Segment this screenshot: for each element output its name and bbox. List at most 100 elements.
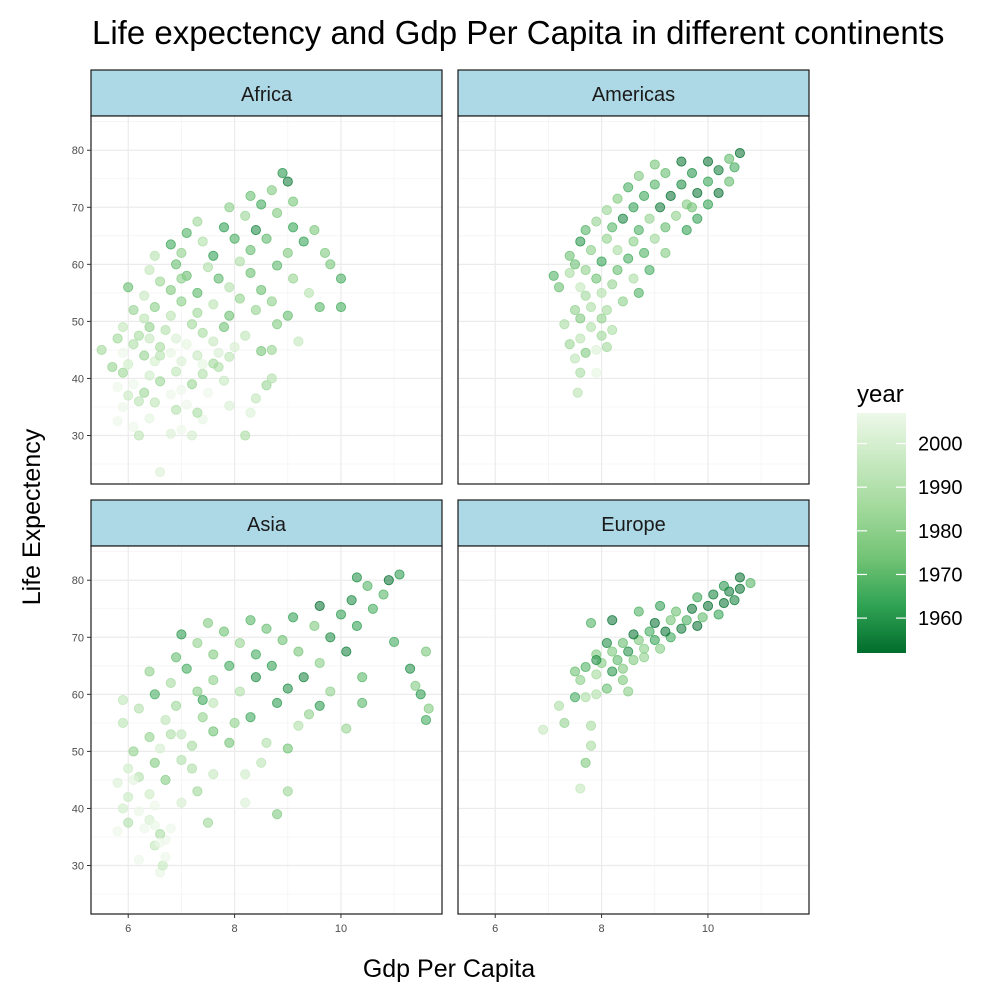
scatter-point [117, 803, 128, 814]
scatter-point [423, 703, 434, 714]
scatter-point [282, 310, 293, 321]
scatter-point [569, 259, 581, 270]
scatter-point [234, 637, 245, 649]
scatter-point [123, 390, 134, 401]
scatter-point [133, 806, 144, 817]
scatter-point [240, 210, 251, 221]
scatter-point [575, 282, 586, 293]
scatter-point [623, 182, 634, 193]
scatter-point [240, 797, 251, 808]
scatter-point [335, 273, 347, 284]
scatter-point [729, 595, 740, 606]
scatter-point [250, 649, 261, 660]
scatter-point [309, 620, 320, 631]
scatter-point [165, 347, 176, 358]
scatter-point [591, 344, 602, 355]
scatter-point [224, 400, 235, 411]
facet-strip [90, 499, 443, 547]
facet-strip-label: Africa [241, 84, 293, 106]
scatter-point [165, 389, 176, 400]
scatter-point [213, 347, 224, 358]
scatter-point [319, 247, 331, 258]
scatter-point [112, 416, 123, 427]
scatter-point [261, 380, 272, 391]
scatter-point [107, 361, 118, 373]
scatter-point [144, 322, 155, 333]
scatter-point [665, 190, 676, 201]
scatter-point [623, 686, 634, 697]
scatter-point [633, 606, 644, 617]
scatter-point [314, 657, 325, 669]
scatter-point [585, 617, 597, 629]
scatter-point [734, 572, 745, 583]
scatter-point [181, 663, 192, 674]
scatter-point [149, 800, 160, 811]
scatter-point [628, 273, 639, 284]
scatter-point [123, 359, 134, 370]
scatter-point [559, 717, 570, 728]
scatter-point [314, 600, 325, 611]
scatter-point [569, 692, 581, 703]
scatter-point [564, 267, 575, 278]
x-tick-label: 8 [232, 923, 238, 935]
scatter-point [261, 233, 272, 244]
scatter-point [245, 267, 256, 278]
y-tick-label: 60 [72, 259, 84, 271]
scatter-point [256, 757, 267, 768]
scatter-point [601, 304, 612, 316]
scatter-point [585, 720, 597, 731]
scatter-point [309, 225, 320, 236]
scatter-point [176, 797, 187, 808]
scatter-point [139, 290, 150, 301]
scatter-point [633, 225, 644, 236]
panel-border [457, 545, 810, 915]
scatter-point [176, 754, 187, 766]
facet-strip [457, 499, 810, 547]
year-legend: year 1960 1970 1980 1990 2000 [857, 381, 963, 653]
scatter-point [601, 342, 612, 353]
panel-background [458, 116, 809, 484]
scatter-point [224, 351, 235, 362]
scatter-point [644, 626, 655, 637]
scatter-point [272, 697, 283, 708]
facet-panel-africa: Africa 30 40 50 60 70 80 [72, 69, 443, 485]
scatter-point [580, 347, 591, 358]
scatter-point [149, 250, 160, 261]
scatter-point [176, 384, 187, 395]
scatter-point [596, 330, 607, 341]
scatter-point [559, 319, 570, 330]
scatter-point [692, 213, 703, 224]
scatter-point [149, 820, 160, 831]
scatter-point [117, 367, 128, 378]
scatter-point [123, 763, 134, 774]
scatter-point [410, 680, 421, 691]
scatter-point [298, 236, 309, 247]
scatter-point [186, 379, 198, 390]
y-tick-label: 70 [72, 632, 84, 644]
scatter-point [197, 359, 208, 370]
scatter-point [660, 222, 671, 233]
scatter-point [655, 202, 666, 213]
scatter-point [197, 368, 208, 379]
scatter-point [208, 336, 219, 347]
scatter-point [192, 287, 203, 298]
scatter-point [234, 256, 245, 267]
scatter-point [713, 187, 724, 199]
scatter-point [133, 396, 144, 407]
scatter-point [128, 339, 139, 350]
legend-colorbar [857, 413, 906, 653]
facet-strip-label: Europe [601, 514, 666, 536]
y-tick-label: 50 [72, 316, 84, 328]
scatter-point [734, 148, 745, 159]
scatter-point [572, 387, 583, 398]
scatter-point [144, 789, 155, 800]
x-axis-title: Gdp Per Capita [363, 955, 535, 983]
scatter-point [133, 703, 144, 714]
scatter-point [96, 344, 107, 355]
scatter-point [649, 635, 660, 646]
scatter-point [692, 187, 703, 199]
facet-strip-label: Asia [247, 514, 287, 536]
scatter-point [612, 264, 623, 276]
scatter-point [585, 740, 597, 751]
x-tick-label: 6 [125, 923, 131, 935]
